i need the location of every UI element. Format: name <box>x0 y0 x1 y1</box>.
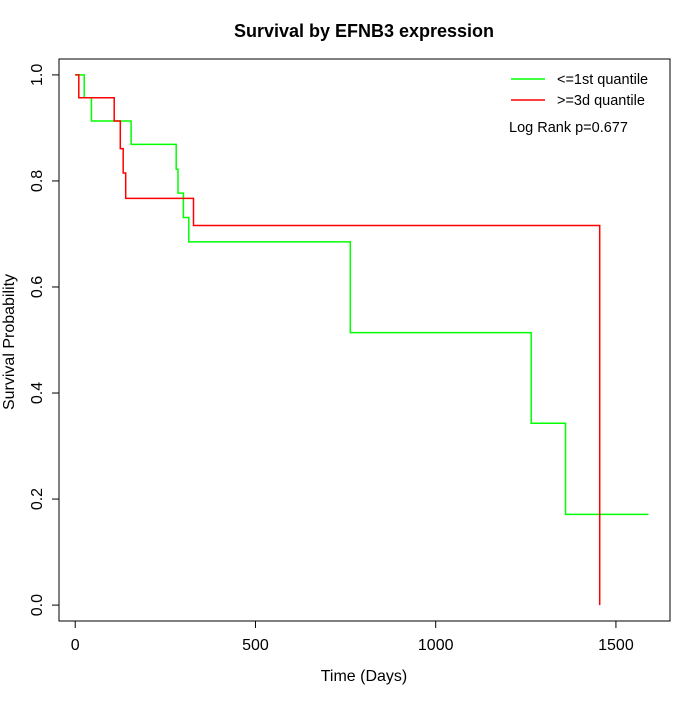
y-tick-label: 0.4 <box>29 382 46 404</box>
x-tick-label: 1500 <box>598 637 634 654</box>
x-tick-label: 1000 <box>418 637 454 654</box>
x-axis-label: Time (Days) <box>321 668 408 685</box>
y-tick-label: 0.6 <box>29 276 46 298</box>
legend-label: >=3d quantile <box>557 93 645 109</box>
y-tick-label: 0.2 <box>29 488 46 510</box>
y-tick-label: 0.0 <box>29 594 46 616</box>
chart-title: Survival by EFNB3 expression <box>234 21 494 41</box>
y-tick-label: 0.8 <box>29 170 46 192</box>
y-tick-label: 1.0 <box>29 64 46 86</box>
x-tick-label: 0 <box>71 637 80 654</box>
series-layer <box>75 74 649 606</box>
x-axis: 0 500 1000 1500 <box>71 620 634 654</box>
legend-label: <=1st quantile <box>557 72 648 88</box>
y-axis-label: Survival Probability <box>1 274 18 410</box>
survival-curve-2 <box>75 74 601 606</box>
y-axis: 0.0 0.2 0.4 0.6 0.8 1.0 <box>29 64 60 616</box>
survival-curve-1 <box>75 74 649 516</box>
legend: <=1st quantile >=3d quantile <box>511 72 648 109</box>
log-rank-annotation: Log Rank p=0.677 <box>509 120 628 136</box>
x-tick-label: 500 <box>242 637 269 654</box>
